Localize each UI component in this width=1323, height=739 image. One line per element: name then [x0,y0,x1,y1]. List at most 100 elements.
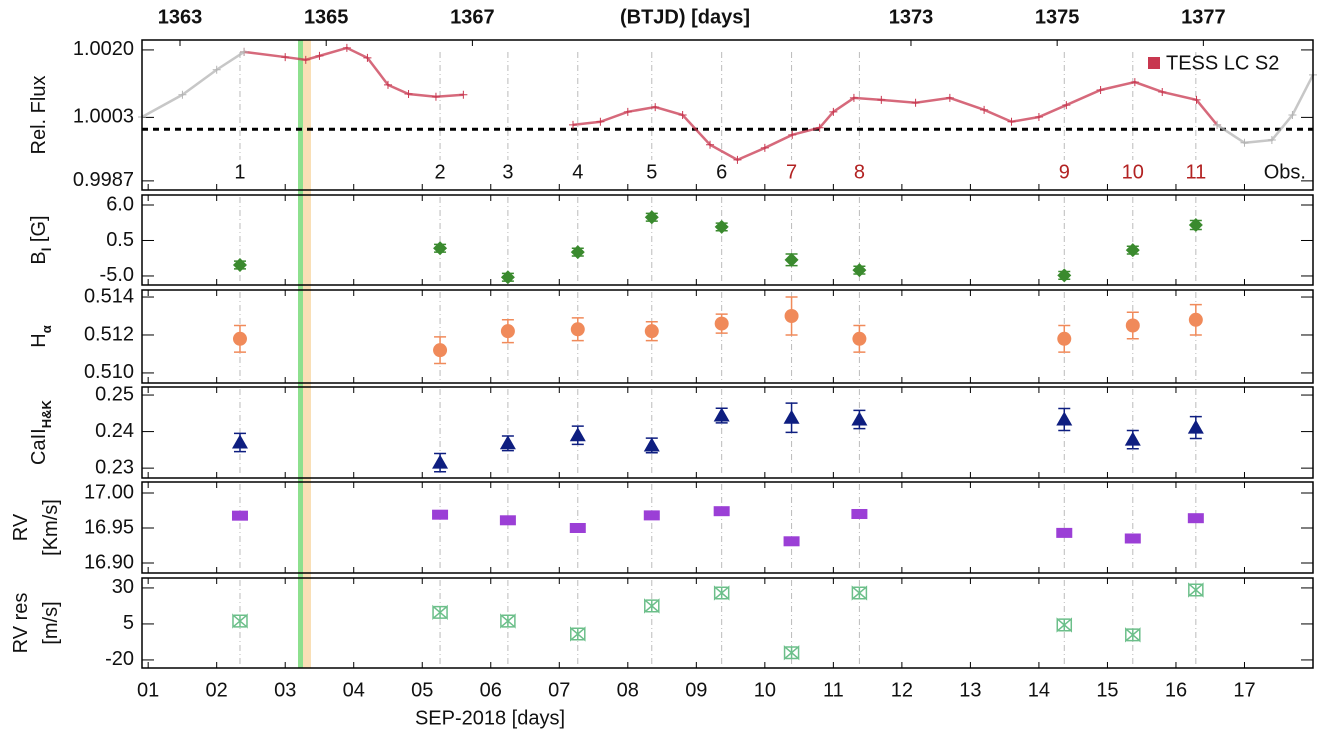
marker [232,258,247,272]
y-tick-label: 0.23 [95,456,134,478]
panel-frame [141,577,1314,669]
marker [433,241,448,256]
x-tick-label: 10 [754,679,776,701]
x-tick-label: 15 [1096,679,1118,701]
panel-frame [141,194,1314,286]
flux-point [760,143,769,152]
flux-point [404,89,413,98]
marker [784,309,799,324]
obs-label: 8 [854,161,865,183]
x-tick-label: 16 [1165,679,1187,701]
flux-point [1130,78,1139,87]
marker [1125,627,1141,643]
flux-point [383,80,392,89]
event-band [298,40,303,668]
y-tick-label: 1.0020 [73,38,134,60]
flux-point [1288,111,1297,119]
obs-label: 7 [786,161,797,183]
y-tick-label: -5.0 [100,264,134,286]
y-axis-label: RV res [10,593,32,654]
marker [432,509,449,520]
marker [1056,527,1073,538]
obs-label: 3 [502,161,513,183]
y-axis-label-part: H&K [39,399,54,428]
flux-point [788,130,797,139]
y-tick-label: 0.9987 [73,169,134,191]
marker [851,508,868,519]
flux-point [1158,87,1167,96]
marker [500,270,515,285]
flux-point [315,51,324,60]
marker [500,613,516,629]
marker [1188,218,1203,232]
flux-point [877,95,886,104]
obs-label: 2 [434,161,445,183]
marker [783,536,800,547]
y-tick-label: 0.512 [84,323,134,345]
marker [783,409,800,424]
x2-tick-label: 1367 [450,6,495,28]
flux-point [733,155,742,164]
marker [784,252,799,267]
y-tick-label: 0.25 [95,383,134,405]
flux-point [568,120,577,129]
y-axis-label: CaIIH&K [28,399,54,464]
marker [1187,513,1204,524]
y-axis-label: Rel. Flux [28,76,50,155]
y-axis-label: Bl [G] [28,215,54,264]
y-tick-label: 5 [123,612,134,634]
x2-tick-label: 1365 [304,6,349,28]
y-axis-label-part: RV [10,513,32,541]
marker [1056,617,1073,633]
flux-point [815,123,824,132]
flux-point [1034,112,1043,121]
flux-point [849,93,858,102]
flux-point [980,105,989,114]
obs-label: 1 [234,161,245,183]
marker [570,322,585,337]
marker [231,510,248,521]
marker [713,407,730,422]
y-axis-label-part: α [39,325,54,333]
flux-point [240,47,249,56]
marker [644,324,659,339]
flux-point [706,140,715,149]
marker [1124,533,1141,544]
flux-point [342,43,351,52]
marker [433,343,448,358]
flux-point [1192,95,1201,104]
panel-frame [141,386,1314,479]
y-tick-label: 0.514 [84,285,134,307]
marker [570,245,585,260]
y-tick-label: 16.95 [84,516,134,538]
obs-label-end: Obs. [1264,161,1306,183]
marker [714,316,729,331]
obs-label: 5 [646,161,657,183]
legend-swatch [1148,57,1160,69]
marker [851,411,868,426]
flux-point [911,98,920,107]
marker [643,437,660,452]
event-band [303,40,311,668]
y-axis-label-part: CaII [28,428,50,465]
flux-point [829,107,838,116]
flux-point [596,117,605,126]
y-axis-label: Hα [28,325,54,347]
obs-label: 10 [1122,161,1144,183]
marker [1187,419,1204,434]
x-tick-label: 14 [1028,679,1050,701]
marker [569,427,586,442]
marker [643,510,660,521]
y-axis-label: [m/s] [40,601,62,644]
marker [714,219,729,234]
marker [1188,312,1203,327]
marker [1057,268,1072,283]
marker [500,324,515,339]
marker [644,210,659,225]
marker [232,613,248,629]
x2-tick-label: 1373 [889,6,934,28]
obs-label: 6 [716,161,727,183]
y-tick-label: 6.0 [106,193,134,215]
x2-tick-label: 1377 [1181,6,1226,28]
y-axis-label: [Km/s] [40,499,62,556]
